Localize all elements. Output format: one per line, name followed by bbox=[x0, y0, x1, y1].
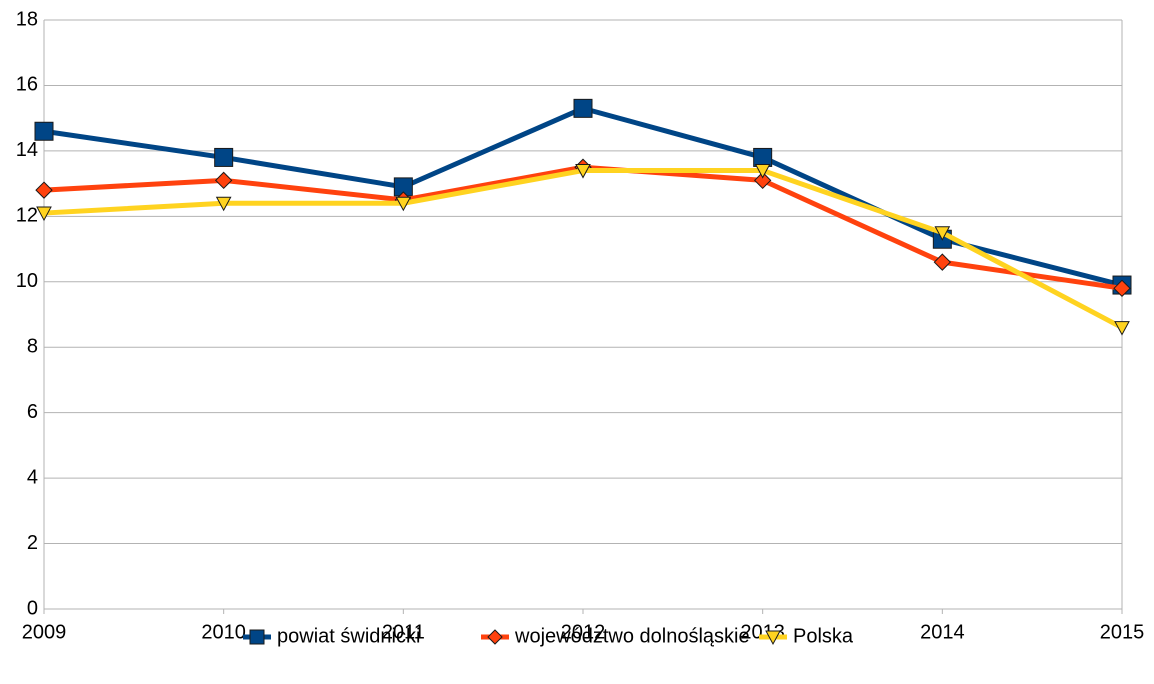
y-tick-label: 4 bbox=[27, 466, 38, 488]
marker bbox=[34, 121, 54, 141]
y-tick-label: 16 bbox=[16, 74, 38, 96]
legend-label: województwo dolnośląskie bbox=[514, 625, 750, 647]
y-tick-label: 0 bbox=[27, 597, 38, 619]
marker bbox=[1114, 321, 1130, 336]
y-tick-label: 6 bbox=[27, 401, 38, 423]
marker bbox=[214, 147, 234, 167]
marker bbox=[934, 226, 951, 241]
marker bbox=[215, 196, 232, 212]
series-line bbox=[43, 168, 1124, 330]
marker bbox=[35, 181, 53, 199]
marker bbox=[753, 147, 773, 167]
x-tick-label: 2010 bbox=[201, 621, 246, 643]
marker bbox=[1113, 279, 1131, 298]
y-tick-label: 2 bbox=[27, 532, 38, 554]
legend-label: Polska bbox=[793, 625, 854, 647]
marker bbox=[753, 171, 772, 190]
x-tick-label: 2014 bbox=[920, 621, 965, 643]
marker bbox=[36, 206, 52, 222]
y-tick-label: 8 bbox=[27, 336, 38, 358]
legend-marker bbox=[765, 630, 781, 646]
series-line bbox=[43, 164, 1123, 291]
legend-marker bbox=[487, 629, 503, 645]
marker bbox=[754, 164, 771, 179]
x-tick-label: 2015 bbox=[1100, 621, 1145, 643]
legend-label: powiat świdnicki bbox=[277, 625, 420, 647]
x-tick-label: 2012 bbox=[561, 621, 606, 643]
marker bbox=[933, 253, 952, 271]
x-tick-label: 2011 bbox=[382, 621, 425, 643]
legend-marker bbox=[249, 629, 265, 645]
series-line bbox=[43, 105, 1123, 288]
marker bbox=[214, 171, 233, 190]
marker bbox=[575, 164, 591, 179]
y-tick-label: 14 bbox=[16, 139, 38, 161]
x-tick-label: 2009 bbox=[22, 621, 67, 643]
y-tick-label: 18 bbox=[16, 8, 38, 30]
marker bbox=[395, 196, 412, 212]
y-tick-label: 10 bbox=[16, 270, 38, 292]
marker bbox=[573, 98, 593, 118]
y-tick-label: 12 bbox=[16, 205, 38, 227]
